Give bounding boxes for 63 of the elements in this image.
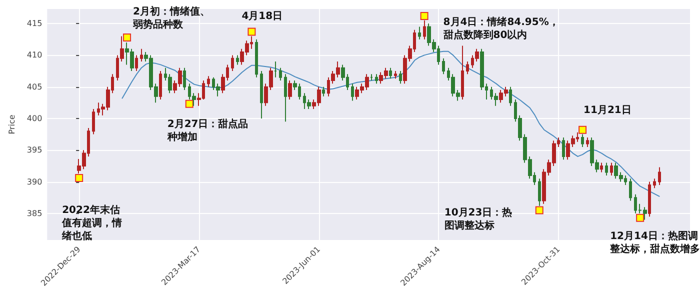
candlestick <box>135 54 138 72</box>
annotation: 10月23日：热图调整达标 <box>444 206 512 232</box>
point <box>185 100 194 108</box>
point <box>578 126 587 134</box>
y-tick-label: 385 <box>26 208 42 218</box>
candlestick <box>600 162 603 173</box>
candlestick <box>586 136 589 148</box>
candlestick <box>236 54 239 66</box>
point <box>248 28 256 36</box>
y-tick-label: 410 <box>26 50 42 60</box>
candlestick <box>140 48 143 62</box>
annotation: 12月14日：热图调整达标，甜点数增多 <box>609 230 700 255</box>
y-axis-title: Price <box>8 114 16 134</box>
candlestick <box>370 74 373 82</box>
candlestick <box>581 134 584 148</box>
candlestick <box>159 70 162 100</box>
candlestick <box>610 162 613 176</box>
candlestick <box>605 162 608 176</box>
candlestick <box>461 45 464 100</box>
annotation: 2月27日：甜点品种增加 <box>166 118 248 143</box>
candlestick <box>509 86 512 106</box>
y-tick-label: 415 <box>26 19 42 28</box>
candlestick <box>284 74 287 122</box>
candlestick <box>279 67 282 82</box>
candlestick <box>399 70 402 84</box>
candlestick <box>418 26 421 40</box>
candlestick <box>322 86 325 97</box>
candlestick <box>231 54 234 72</box>
candlestick <box>92 108 95 135</box>
point <box>75 174 84 182</box>
candlestick <box>653 178 656 189</box>
candlestick <box>389 67 392 80</box>
annotation: 2月初：情绪值、弱势品种数 <box>132 5 210 30</box>
y-tick-label: 390 <box>26 177 42 186</box>
candlestick <box>183 67 186 91</box>
candlestick <box>648 181 651 218</box>
candlestick <box>466 61 469 75</box>
candlestick <box>658 166 661 186</box>
y-tick-label: 400 <box>26 114 42 123</box>
annotation: 4月18日 <box>242 10 283 22</box>
candlestick <box>423 20 426 40</box>
candlestick <box>538 178 541 206</box>
candlestick <box>351 83 354 102</box>
point <box>420 12 428 20</box>
candlestick <box>260 70 263 119</box>
point <box>123 33 132 42</box>
point <box>535 206 544 214</box>
annotation: 8月4日：情绪84.95%，甜点数降到80以内 <box>442 16 559 41</box>
candlestick <box>288 80 292 100</box>
candlestick <box>562 136 565 160</box>
candlestick <box>442 58 445 75</box>
annotation: 2022年末估值有超调，情绪也低 <box>61 204 122 242</box>
point <box>636 214 644 222</box>
candlestick <box>375 74 378 84</box>
candlestick <box>207 76 210 88</box>
line-series <box>122 50 660 197</box>
candlestick <box>629 178 632 202</box>
candlestick <box>255 38 258 78</box>
candlestick <box>274 61 277 78</box>
annotation: 11月21日 <box>584 104 632 116</box>
candlestick <box>394 70 397 80</box>
y-tick-label: 405 <box>26 82 42 92</box>
y-tick-label: 395 <box>26 146 42 155</box>
